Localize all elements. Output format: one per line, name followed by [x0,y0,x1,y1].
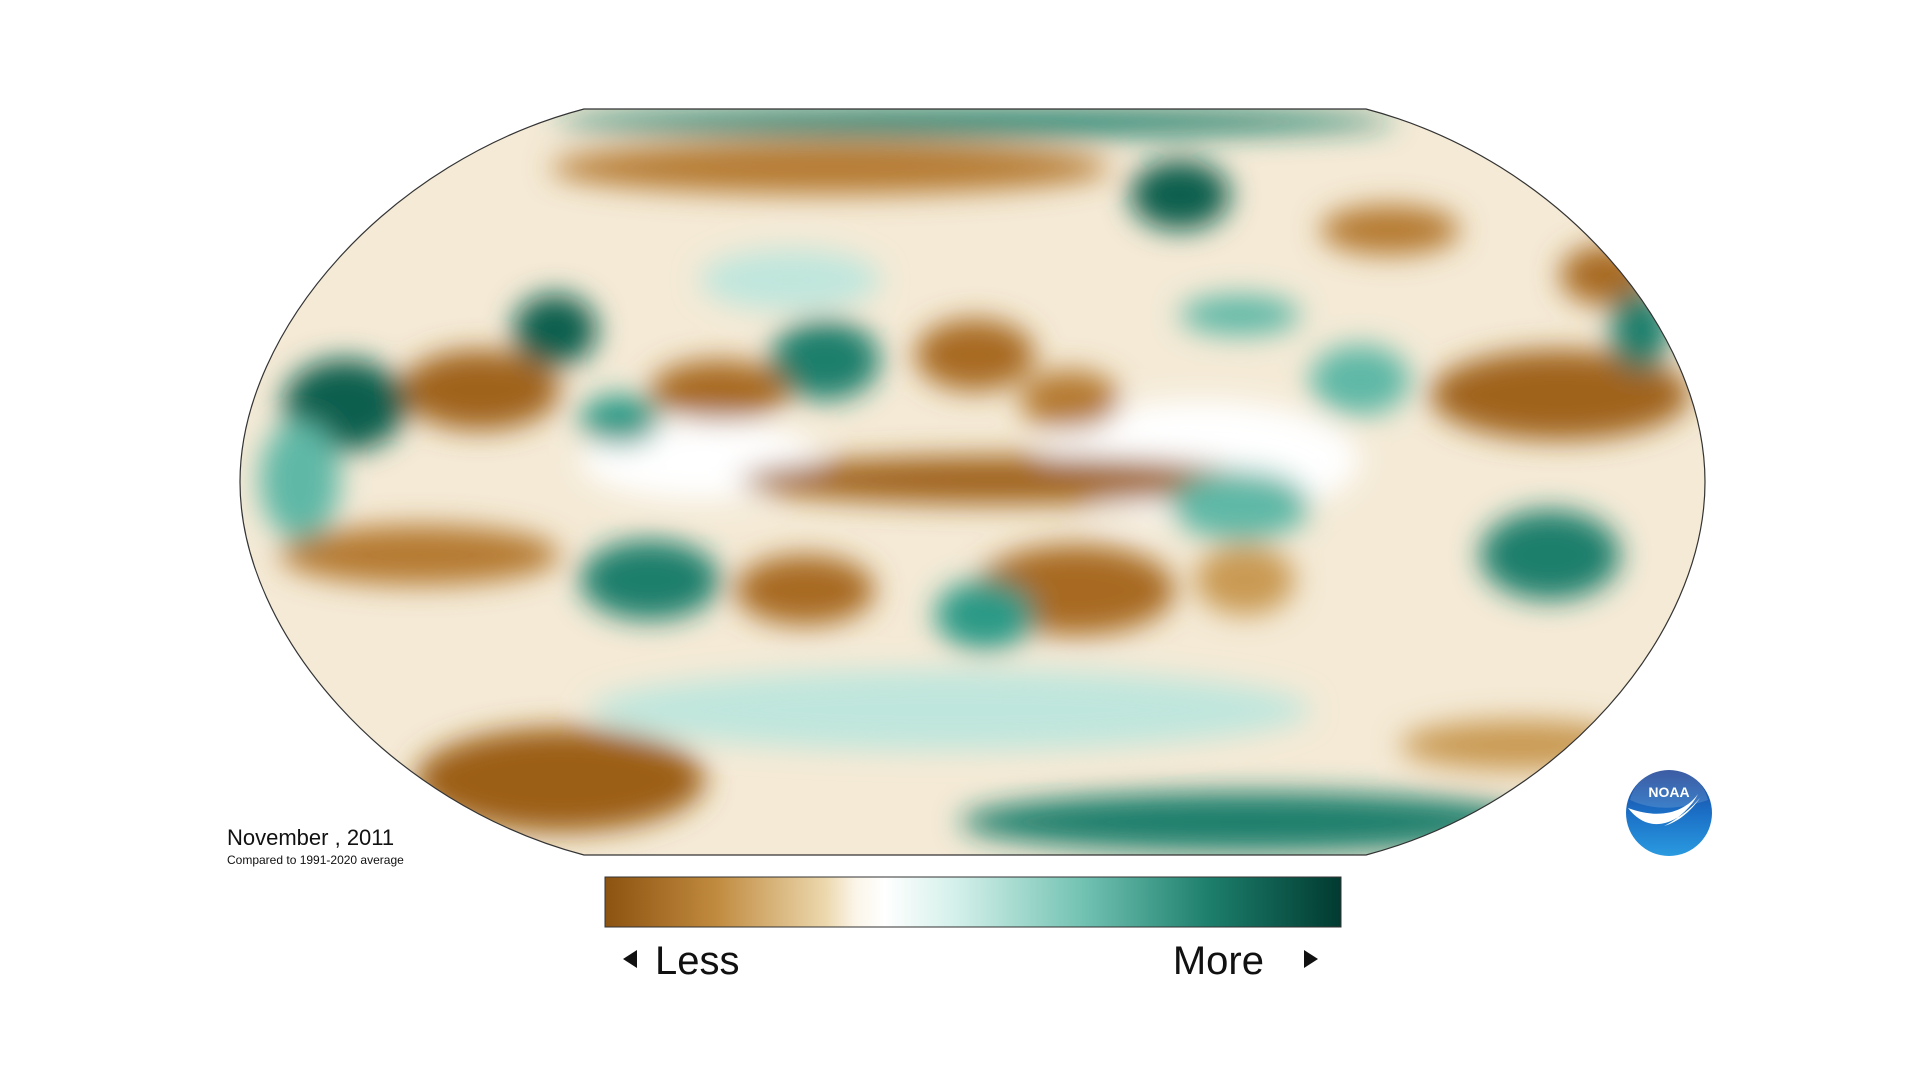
precipitation-map [240,109,1705,855]
map-outline [239,108,1706,856]
logo-text: NOAA [1648,784,1689,800]
date-label: November , 2011 [227,825,394,850]
legend-more: More [1173,939,1264,983]
color-scale [604,876,1342,928]
noaa-logo: NOAA [1626,768,1712,856]
less-arrow [623,950,637,968]
legend-less: Less [655,939,740,983]
more-arrow [1304,950,1318,968]
subtitle: Compared to 1991-2020 average [227,853,404,867]
